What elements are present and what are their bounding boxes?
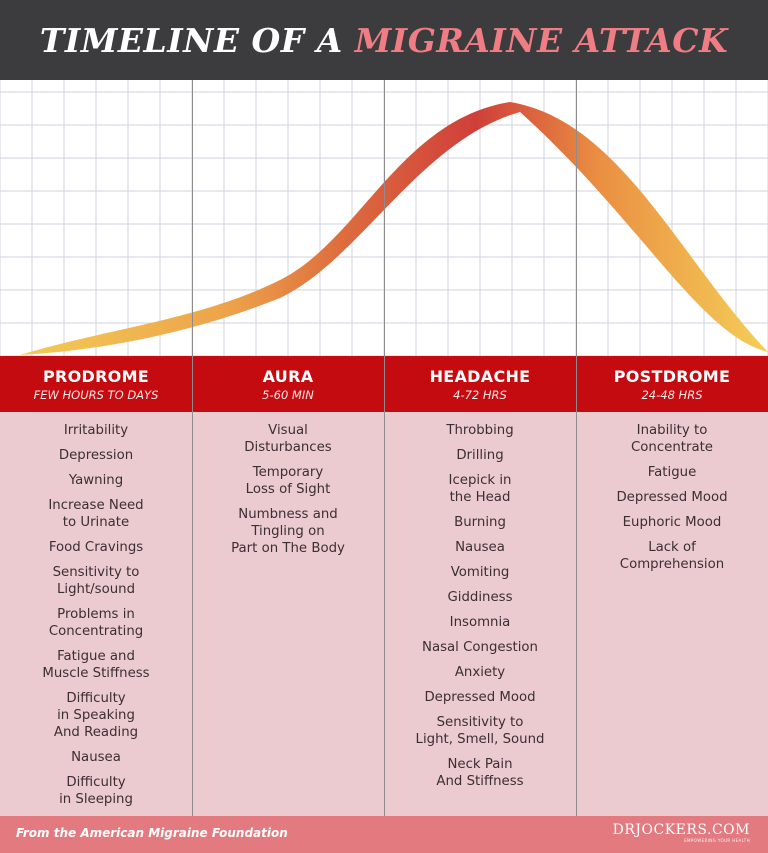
symptom-item: Sensitivity to Light/sound (52, 565, 140, 597)
symptom-item: Icepick in the Head (448, 473, 512, 505)
symptom-item: Euphoric Mood (622, 515, 722, 530)
phase-header-aura: AURA 5-60 MIN (192, 356, 384, 412)
symptom-item: Lack of Comprehension (619, 540, 725, 572)
symptom-item: Temporary Loss of Sight (245, 465, 331, 497)
phase-divider (384, 80, 385, 816)
symptom-item: Visual Disturbances (244, 423, 332, 455)
symptom-item: Nasal Congestion (422, 640, 538, 655)
symptom-item: Depression (58, 448, 134, 463)
symptom-item: Fatigue and Muscle Stiffness (42, 649, 150, 681)
symptom-item: Increase Need to Urinate (48, 498, 144, 530)
symptom-item: Depressed Mood (424, 690, 536, 705)
symptom-item: Depressed Mood (616, 490, 728, 505)
intensity-wave (20, 102, 768, 355)
symptom-item: Throbbing (446, 423, 514, 438)
symptom-item: Insomnia (449, 615, 511, 630)
symptom-item: Giddiness (447, 590, 513, 605)
symptom-item: Irritability (63, 423, 129, 438)
symptom-item: Neck Pain And Stiffness (436, 757, 524, 789)
symptoms-postdrome: Inability to Concentrate Fatigue Depressed… (576, 412, 768, 816)
source-credit: From the American Migraine Foundation (16, 826, 288, 840)
symptom-item: Yawning (68, 473, 124, 488)
symptom-item: Vomiting (450, 565, 510, 580)
phase-duration: FEW HOURS TO DAYS (33, 388, 159, 402)
symptom-item: Fatigue (647, 465, 697, 480)
phase-divider (192, 80, 193, 816)
phase-header-postdrome: POSTDROME 24-48 HRS (576, 356, 768, 412)
title-bar: TIMELINE OF A MIGRAINE ATTACK (0, 0, 768, 80)
brand-logo[interactable]: DRJOCKERS.COM EMPOWERING YOUR HEALTH (613, 822, 750, 843)
phase-duration: 4-72 HRS (453, 388, 507, 402)
phase-divider (576, 80, 577, 816)
page-title: TIMELINE OF A MIGRAINE ATTACK (40, 21, 728, 60)
symptoms-headache: Throbbing Drilling Icepick in the Head Burn… (384, 412, 576, 816)
symptom-item: Inability to Concentrate (631, 423, 713, 455)
symptom-item: Food Cravings (48, 540, 144, 555)
phase-name: PRODROME (42, 367, 150, 386)
symptom-item: Difficulty in Speaking And Reading (53, 691, 139, 740)
title-highlight: MIGRAINE ATTACK (354, 20, 729, 60)
symptom-item: Burning (454, 515, 506, 530)
phase-duration: 24-48 HRS (641, 388, 703, 402)
symptom-item: Sensitivity to Light, Smell, Sound (415, 715, 545, 747)
symptom-item: Anxiety (454, 665, 506, 680)
symptom-item: Difficulty in Sleeping (59, 775, 133, 807)
symptom-item: Nausea (71, 750, 121, 765)
symptoms-prodrome: Irritability Depression Yawning Increase Ne… (0, 412, 192, 816)
brand-tagline: EMPOWERING YOUR HEALTH (684, 838, 750, 843)
symptom-item: Problems in Concentrating (48, 607, 144, 639)
symptoms-aura: Visual Disturbances Temporary Loss of Sig… (192, 412, 384, 816)
symptom-item: Drilling (456, 448, 504, 463)
footer: From the American Migraine Foundation DR… (0, 816, 768, 853)
phase-header-headache: HEADACHE 4-72 HRS (384, 356, 576, 412)
symptom-item: Numbness and Tingling on Part on The Bod… (231, 507, 345, 556)
phase-duration: 5-60 MIN (262, 388, 314, 402)
phase-name: POSTDROME (613, 367, 731, 386)
brand-name: DRJOCKERS.COM (612, 822, 750, 838)
phase-name: HEADACHE (429, 367, 531, 386)
phase-name: AURA (262, 367, 314, 386)
phase-band: PRODROME FEW HOURS TO DAYS AURA 5-60 MIN H… (0, 356, 768, 412)
title-prefix: TIMELINE OF A (39, 20, 343, 60)
phase-header-prodrome: PRODROME FEW HOURS TO DAYS (0, 356, 192, 412)
symptom-area: Irritability Depression Yawning Increase Ne… (0, 412, 768, 816)
symptom-item: Nausea (455, 540, 505, 555)
